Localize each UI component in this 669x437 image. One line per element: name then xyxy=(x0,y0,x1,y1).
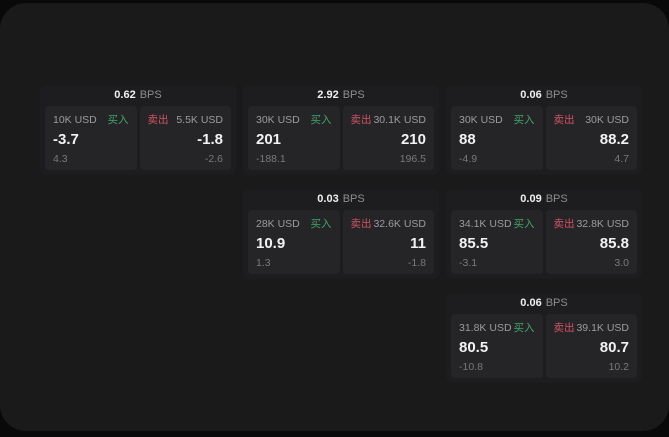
bps-unit-label: BPS xyxy=(139,89,162,101)
buy-amount: 30K USD xyxy=(459,114,503,126)
quote-card: 0.06 BPS 30K USD 买入 88 -4.9 卖出 30K USD 8… xyxy=(446,85,642,175)
buy-side-label: 买入 xyxy=(513,322,535,334)
sell-panel[interactable]: 卖出 39.1K USD 80.7 10.2 xyxy=(545,314,637,378)
sell-side-label: 卖出 xyxy=(350,218,372,230)
bps-header: 0.06 BPS xyxy=(446,85,642,106)
bps-unit-label: BPS xyxy=(545,193,568,205)
bps-value: 0.62 xyxy=(114,89,136,101)
sell-price: 88.2 xyxy=(599,131,629,148)
sell-price: 85.8 xyxy=(599,235,629,252)
sell-delta: -2.6 xyxy=(204,153,223,165)
buy-amount: 10K USD xyxy=(53,114,97,126)
buy-price: 10.9 xyxy=(256,235,286,252)
buy-delta: -188.1 xyxy=(256,153,286,165)
quote-card: 0.09 BPS 34.1K USD 买入 85.5 -3.1 卖出 32.8K… xyxy=(446,189,642,279)
buy-delta: 1.3 xyxy=(256,257,271,269)
buy-side-label: 买入 xyxy=(513,218,535,230)
buy-delta: -10.8 xyxy=(459,361,483,373)
sell-price: 11 xyxy=(410,235,426,252)
quote-card: 2.92 BPS 30K USD 买入 201 -188.1 卖出 30.1K … xyxy=(243,85,439,175)
buy-panel[interactable]: 31.8K USD 买入 80.5 -10.8 xyxy=(451,314,543,378)
bps-unit-label: BPS xyxy=(342,89,365,101)
sell-delta: 196.5 xyxy=(399,153,426,165)
sell-side-label: 卖出 xyxy=(553,114,575,126)
sell-price: -1.8 xyxy=(197,131,223,148)
buy-delta: 4.3 xyxy=(53,153,68,165)
bps-unit-label: BPS xyxy=(545,297,568,309)
sell-panel[interactable]: 卖出 5.5K USD -1.8 -2.6 xyxy=(139,106,231,170)
sell-side-label: 卖出 xyxy=(147,114,169,126)
buy-side-label: 买入 xyxy=(107,114,129,126)
buy-panel[interactable]: 30K USD 买入 201 -188.1 xyxy=(248,106,340,170)
sell-side-label: 卖出 xyxy=(553,322,575,334)
bps-header: 0.06 BPS xyxy=(446,293,642,314)
buy-price: 85.5 xyxy=(459,235,489,252)
buy-price: 201 xyxy=(256,131,282,148)
sell-panel[interactable]: 卖出 30.1K USD 210 196.5 xyxy=(342,106,434,170)
bps-unit-label: BPS xyxy=(545,89,568,101)
sell-price: 210 xyxy=(400,131,426,148)
app-window: 0.62 BPS 10K USD 买入 -3.7 4.3 卖出 5.5K USD… xyxy=(0,3,669,431)
sell-panel[interactable]: 卖出 30K USD 88.2 4.7 xyxy=(545,106,637,170)
quote-card: 0.03 BPS 28K USD 买入 10.9 1.3 卖出 32.6K US… xyxy=(243,189,439,279)
buy-side-label: 买入 xyxy=(310,218,332,230)
buy-price: 80.5 xyxy=(459,339,489,356)
sell-amount: 32.8K USD xyxy=(576,218,629,230)
buy-price: 88 xyxy=(459,131,476,148)
buy-delta: -3.1 xyxy=(459,257,478,269)
sell-delta: 3.0 xyxy=(614,257,629,269)
sell-amount: 39.1K USD xyxy=(576,322,629,334)
buy-price: -3.7 xyxy=(53,131,79,148)
bps-value: 0.06 xyxy=(520,297,542,309)
bps-value: 2.92 xyxy=(317,89,339,101)
sell-side-label: 卖出 xyxy=(350,114,372,126)
sell-panel[interactable]: 卖出 32.6K USD 11 -1.8 xyxy=(342,210,434,274)
buy-panel[interactable]: 30K USD 买入 88 -4.9 xyxy=(451,106,543,170)
buy-panel[interactable]: 10K USD 买入 -3.7 4.3 xyxy=(45,106,137,170)
bps-header: 0.03 BPS xyxy=(243,189,439,210)
buy-amount: 31.8K USD xyxy=(459,322,512,334)
bps-header: 0.09 BPS xyxy=(446,189,642,210)
bps-header: 2.92 BPS xyxy=(243,85,439,106)
bps-header: 0.62 BPS xyxy=(40,85,236,106)
quote-card: 0.62 BPS 10K USD 买入 -3.7 4.3 卖出 5.5K USD… xyxy=(40,85,236,175)
buy-panel[interactable]: 34.1K USD 买入 85.5 -3.1 xyxy=(451,210,543,274)
buy-delta: -4.9 xyxy=(459,153,478,165)
buy-amount: 28K USD xyxy=(256,218,300,230)
sell-amount: 30.1K USD xyxy=(373,114,426,126)
sell-delta: 4.7 xyxy=(614,153,629,165)
bps-value: 0.06 xyxy=(520,89,542,101)
sell-delta: -1.8 xyxy=(407,257,426,269)
sell-delta: 10.2 xyxy=(608,361,629,373)
bps-unit-label: BPS xyxy=(342,193,365,205)
buy-side-label: 买入 xyxy=(310,114,332,126)
sell-amount: 32.6K USD xyxy=(373,218,426,230)
buy-amount: 30K USD xyxy=(256,114,300,126)
quote-card: 0.06 BPS 31.8K USD 买入 80.5 -10.8 卖出 39.1… xyxy=(446,293,642,383)
buy-panel[interactable]: 28K USD 买入 10.9 1.3 xyxy=(248,210,340,274)
sell-panel[interactable]: 卖出 32.8K USD 85.8 3.0 xyxy=(545,210,637,274)
bps-value: 0.03 xyxy=(317,193,339,205)
bps-value: 0.09 xyxy=(520,193,542,205)
sell-amount: 30K USD xyxy=(585,114,629,126)
sell-side-label: 卖出 xyxy=(553,218,575,230)
sell-price: 80.7 xyxy=(599,339,629,356)
buy-amount: 34.1K USD xyxy=(459,218,512,230)
buy-side-label: 买入 xyxy=(513,114,535,126)
sell-amount: 5.5K USD xyxy=(176,114,223,126)
